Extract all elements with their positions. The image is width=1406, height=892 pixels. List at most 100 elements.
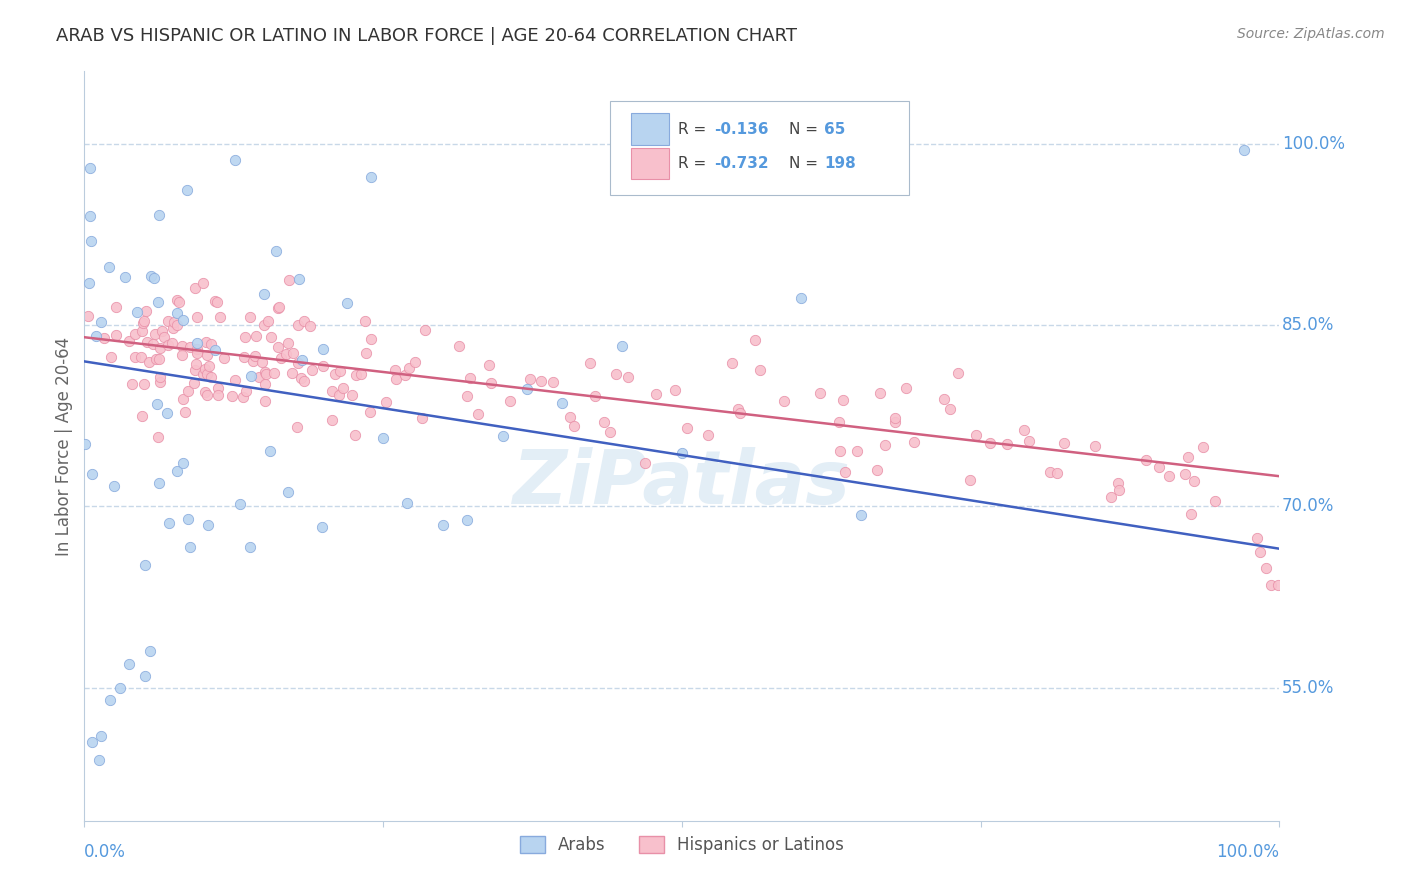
Point	[186, 358, 208, 372]
Point	[328, 388, 350, 402]
Point	[93, 331, 115, 345]
Point	[186, 342, 208, 356]
Point	[671, 446, 693, 460]
Point	[605, 367, 627, 381]
Point	[184, 281, 207, 295]
Point	[938, 402, 960, 417]
Text: -0.136: -0.136	[714, 121, 769, 136]
Point	[134, 377, 156, 392]
Point	[562, 419, 585, 434]
Point	[749, 363, 772, 377]
Point	[449, 339, 471, 353]
Point	[1177, 450, 1199, 465]
Point	[277, 336, 299, 351]
Point	[398, 361, 420, 376]
Point	[167, 295, 190, 310]
Point	[267, 301, 290, 315]
Point	[145, 327, 167, 342]
Point	[617, 369, 640, 384]
Point	[773, 394, 796, 409]
Point	[97, 260, 120, 274]
Point	[311, 520, 333, 534]
Point	[1147, 459, 1170, 474]
Point	[239, 540, 262, 554]
Point	[179, 541, 201, 555]
Text: 70.0%: 70.0%	[1282, 498, 1334, 516]
Point	[87, 753, 110, 767]
Point	[245, 329, 267, 343]
Point	[131, 409, 153, 423]
Point	[132, 316, 155, 330]
Point	[145, 351, 167, 366]
Point	[108, 681, 131, 695]
Point	[153, 329, 176, 343]
Point	[259, 444, 281, 458]
Point	[184, 363, 207, 377]
Point	[274, 347, 297, 361]
Point	[720, 356, 742, 370]
Point	[235, 384, 257, 398]
Point	[541, 376, 564, 390]
Point	[155, 406, 177, 420]
Point	[277, 485, 299, 500]
Point	[404, 355, 426, 369]
Point	[195, 388, 218, 402]
Point	[131, 324, 153, 338]
Point	[744, 333, 766, 347]
Point	[200, 336, 222, 351]
Point	[281, 346, 304, 360]
Point	[90, 729, 112, 743]
Point	[288, 271, 311, 285]
Point	[254, 368, 277, 382]
Point	[142, 337, 165, 351]
Point	[1233, 143, 1256, 157]
Point	[149, 369, 172, 384]
Point	[136, 335, 159, 350]
Point	[558, 409, 581, 424]
Point	[578, 356, 600, 370]
Point	[207, 388, 229, 402]
Text: -0.732: -0.732	[714, 156, 769, 171]
Point	[80, 467, 103, 481]
Point	[194, 334, 217, 349]
Point	[1108, 483, 1130, 497]
Point	[634, 456, 657, 470]
Point	[290, 371, 312, 385]
Point	[456, 513, 478, 527]
Point	[150, 324, 173, 338]
Point	[138, 354, 160, 368]
Point	[166, 318, 188, 332]
Point	[139, 644, 162, 658]
Point	[148, 351, 170, 366]
Point	[121, 377, 143, 392]
Text: 85.0%: 85.0%	[1282, 316, 1334, 334]
Point	[884, 410, 907, 425]
Point	[846, 444, 869, 458]
Point	[585, 388, 607, 402]
Point	[894, 381, 917, 395]
Point	[1249, 544, 1271, 558]
Point	[77, 276, 100, 290]
Point	[287, 355, 309, 369]
Point	[1192, 440, 1215, 454]
Point	[235, 330, 257, 344]
Point	[323, 367, 346, 381]
Point	[1254, 561, 1277, 575]
Point	[118, 334, 141, 348]
Point	[253, 394, 276, 409]
Point	[197, 517, 219, 532]
Point	[253, 287, 276, 301]
Text: R =: R =	[678, 156, 711, 171]
Point	[394, 368, 416, 382]
Point	[373, 431, 395, 445]
Point	[516, 383, 538, 397]
Point	[204, 343, 226, 358]
Point	[479, 376, 502, 390]
Point	[298, 319, 321, 334]
Point	[727, 401, 749, 416]
Point	[247, 369, 270, 384]
Point	[129, 350, 152, 364]
Point	[80, 735, 103, 749]
Point	[224, 153, 246, 167]
Point	[162, 321, 184, 335]
